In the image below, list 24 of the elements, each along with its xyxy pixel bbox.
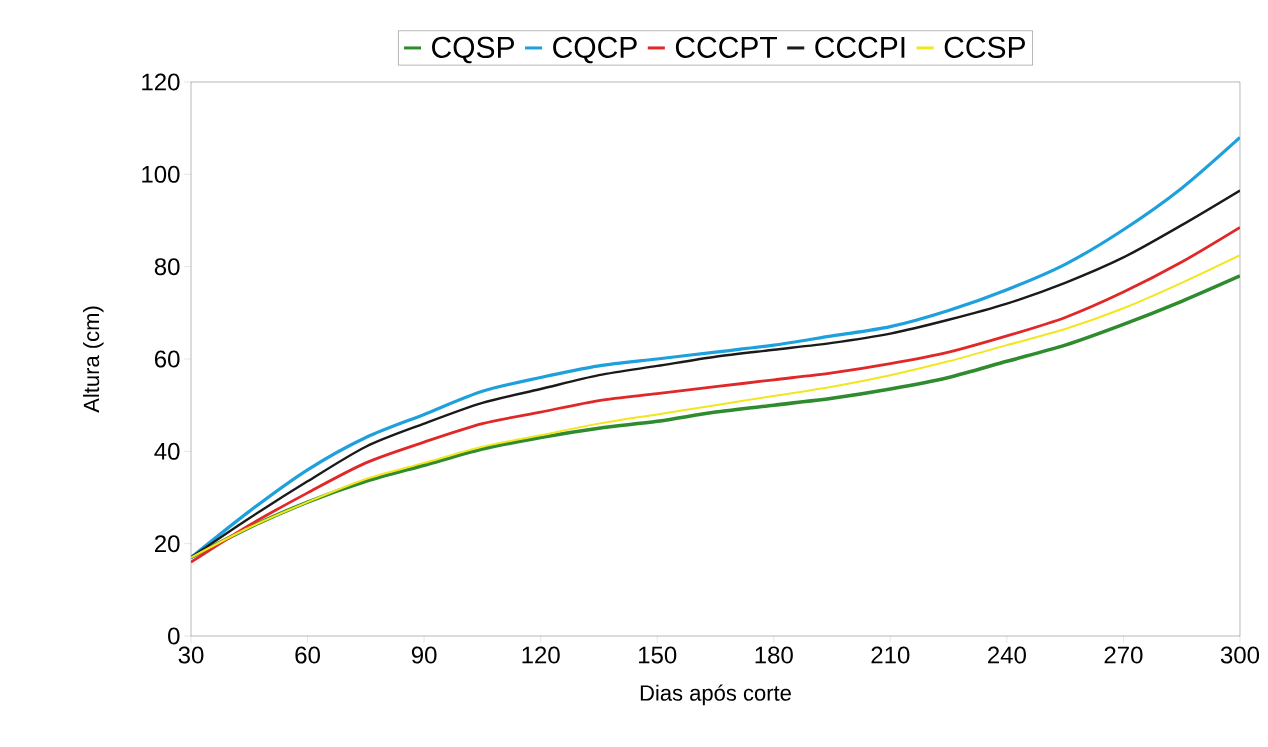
y-tick-label: 0: [168, 627, 180, 645]
x-axis-title: Dias após corte: [640, 684, 791, 706]
legend-label: CQSP: [432, 36, 514, 64]
legend-label: CCCPT: [675, 36, 777, 58]
x-tick-label: 210: [871, 646, 910, 664]
legend-label: CCSP: [944, 36, 1025, 58]
x-tick-label: 240: [988, 646, 1026, 664]
x-tick-label: 150: [639, 646, 677, 664]
y-axis-title: Altura (cm): [83, 306, 104, 413]
y-tick-label: 80: [154, 258, 180, 276]
y-tick-label: 100: [142, 165, 180, 183]
x-tick-label: 300: [1220, 646, 1260, 664]
legend-label: CCCPI: [815, 36, 905, 58]
x-tick-label: 120: [522, 646, 560, 664]
y-tick-label: 120: [142, 73, 180, 91]
x-tick-label: 60: [295, 646, 320, 664]
x-tick-label: 270: [1104, 646, 1143, 664]
y-tick-label: 40: [154, 442, 180, 460]
y-tick-label: 60: [155, 350, 180, 368]
y-tick-label: 20: [154, 535, 180, 553]
x-tick-label: 90: [411, 646, 437, 664]
x-tick-label: 30: [178, 646, 204, 664]
x-tick-label: 180: [755, 646, 793, 664]
legend-label: CQCP: [553, 36, 637, 64]
